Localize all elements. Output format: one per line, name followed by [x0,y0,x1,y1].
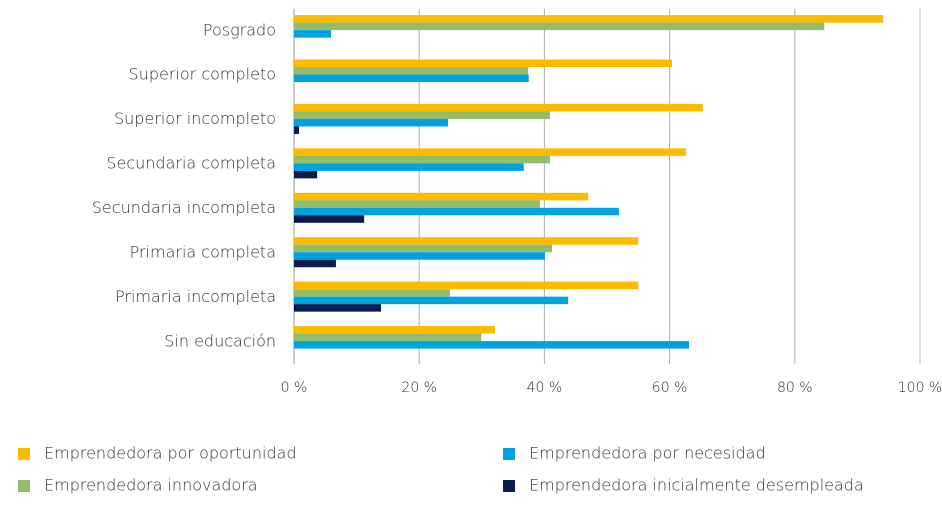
legend-label: Emprendedora por oportunidad [44,444,297,463]
x-tick-label: 40 % [527,380,563,396]
bar [294,237,639,245]
bar [294,200,541,208]
x-tick-label: 100 % [898,380,942,396]
y-tick-label: Sin educación [164,331,276,350]
bar [294,170,318,179]
bar [294,30,331,38]
y-tick-label: Secundaria incompleta [92,198,276,217]
bar [294,289,450,297]
bar [294,111,551,119]
bar [294,281,639,290]
bar [294,103,703,112]
bar [294,163,524,171]
legend-swatch [503,480,515,492]
bar [294,155,551,164]
bar [294,74,529,83]
bar [294,304,382,312]
x-tick-label: 60 % [652,380,688,396]
bar [294,252,546,260]
bar [294,341,690,349]
bar [294,333,482,342]
bar [294,259,336,268]
legend-swatch [18,448,30,460]
y-tick-label: Secundaria completa [106,154,276,173]
x-tick-label: 80 % [777,380,813,396]
bar [294,118,448,127]
bar [294,22,825,31]
bar [294,296,569,305]
y-tick-label: Primaria incompleta [115,287,276,306]
x-tick-label: 20 % [401,380,437,396]
y-tick-label: Superior completo [129,65,276,84]
y-tick-label: Superior incompleto [114,109,276,128]
bar [294,126,300,134]
bar [294,192,589,201]
y-tick-label: Posgrado [203,20,276,39]
bar [294,67,529,75]
legend-swatch [503,448,515,460]
bar [294,148,686,156]
x-tick-label: 0 % [281,380,308,396]
bar [294,15,884,23]
legend-swatch [18,480,30,492]
bar [294,326,495,334]
bar [294,215,365,223]
legend-label: Emprendedora por necesidad [529,444,766,463]
y-tick-label: Primaria completa [130,242,276,261]
legend-label: Emprendedora inicialmente desempleada [529,476,864,495]
bar [294,59,673,68]
legend-label: Emprendedora innovadora [44,476,258,495]
bar [294,207,619,216]
bar [294,244,552,253]
